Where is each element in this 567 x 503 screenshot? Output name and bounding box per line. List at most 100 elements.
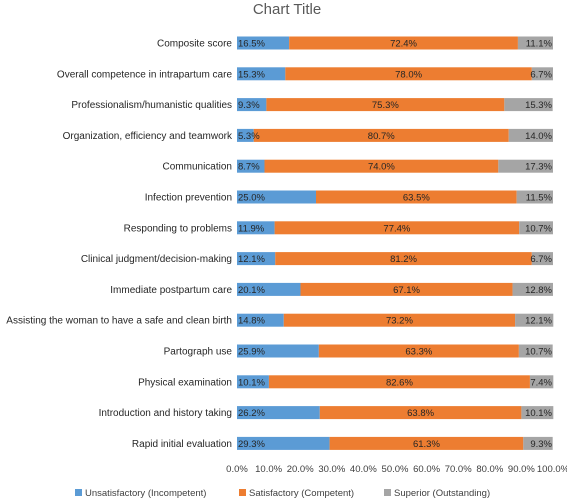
data-label: 10.1% xyxy=(525,408,552,419)
legend-label: Unsatisfactory (Incompetent) xyxy=(85,488,206,499)
data-label: 14.8% xyxy=(238,316,265,327)
data-label: 12.1% xyxy=(525,316,552,327)
bar-segment xyxy=(316,190,517,204)
bar-segment xyxy=(237,36,290,50)
bar-segment xyxy=(289,36,518,50)
category-label: Overall competence in intrapartum care xyxy=(57,69,233,80)
bar-segment xyxy=(237,128,254,142)
x-tick-label: 30.0% xyxy=(318,464,345,475)
data-label: 14.0% xyxy=(525,131,552,142)
bar-segment xyxy=(237,282,301,296)
data-label: 25.0% xyxy=(238,193,265,204)
bar-segment xyxy=(237,159,265,173)
data-label: 29.3% xyxy=(238,439,265,450)
legend-swatch xyxy=(239,489,246,496)
data-label: 67.1% xyxy=(393,285,420,296)
data-label: 72.4% xyxy=(390,39,417,50)
x-tick-label: 0.0% xyxy=(226,464,248,475)
x-axis: 0.0% 10.0% 20.0% 30.0% 40.0% 50.0% 60.0% 70.0% 8… xyxy=(226,464,567,475)
bar-segment xyxy=(237,98,267,112)
category-label: Partograph use xyxy=(164,347,233,358)
data-label: 5.3% xyxy=(238,131,260,142)
data-label: 17.3% xyxy=(525,162,552,173)
data-label: 74.0% xyxy=(368,162,395,173)
data-label: 15.3% xyxy=(525,100,552,111)
legend-swatch xyxy=(75,489,82,496)
bar-segment xyxy=(237,252,276,266)
category-label: Assisting the woman to have a safe and c… xyxy=(6,316,232,327)
category-label: Professionalism/humanistic qualities xyxy=(71,100,232,111)
data-label: 77.4% xyxy=(383,223,410,234)
category-label: Communication xyxy=(163,162,232,173)
data-label: 26.2% xyxy=(238,408,265,419)
data-label: 16.5% xyxy=(238,39,265,50)
data-label: 6.7% xyxy=(530,254,552,265)
data-label: 81.2% xyxy=(390,254,417,265)
bar-segment xyxy=(504,98,553,112)
bar-segment xyxy=(516,190,553,204)
category-label: Physical examination xyxy=(138,377,232,388)
bar-segment xyxy=(237,67,286,81)
x-tick-label: 90.0% xyxy=(508,464,535,475)
data-label: 82.6% xyxy=(386,377,413,388)
data-label: 10.1% xyxy=(238,377,265,388)
data-label: 9.3% xyxy=(238,100,260,111)
bar-segment xyxy=(283,313,516,327)
data-label: 63.3% xyxy=(405,347,432,358)
x-tick-label: 20.0% xyxy=(287,464,314,475)
data-label: 73.2% xyxy=(386,316,413,327)
data-label: 8.7% xyxy=(238,162,260,173)
bar-segment xyxy=(521,406,554,420)
bar-segment xyxy=(519,221,553,235)
bar-segment xyxy=(275,252,532,266)
chart-title: Chart Title xyxy=(253,1,321,18)
bar-segment xyxy=(512,282,553,296)
category-label: Organization, efficiency and teamwork xyxy=(63,131,233,142)
category-labels: Composite score Overall competence in int… xyxy=(6,39,233,450)
legend-label: Superior (Outstanding) xyxy=(394,488,490,499)
data-label: 9.3% xyxy=(530,439,552,450)
data-label: 12.8% xyxy=(525,285,552,296)
data-label: 10.7% xyxy=(525,223,552,234)
x-tick-label: 60.0% xyxy=(413,464,440,475)
data-label: 11.9% xyxy=(238,223,265,234)
bar-segment xyxy=(268,375,530,389)
data-label: 61.3% xyxy=(413,439,440,450)
data-label: 15.3% xyxy=(238,69,265,80)
bar-segment xyxy=(515,313,554,327)
legend-swatch xyxy=(384,489,391,496)
bar-segment xyxy=(318,344,519,358)
category-label: Composite score xyxy=(157,39,232,50)
data-label: 25.9% xyxy=(238,347,265,358)
bar-segment xyxy=(529,375,554,389)
data-label: 11.5% xyxy=(526,193,553,204)
data-label: 7.4% xyxy=(530,377,552,388)
data-label: 10.7% xyxy=(525,347,552,358)
bar-segment xyxy=(237,375,269,389)
bar-segment xyxy=(237,436,330,450)
category-label: Clinical judgment/decision-making xyxy=(81,254,232,265)
bar-segment xyxy=(264,159,499,173)
x-tick-label: 40.0% xyxy=(350,464,377,475)
bar-segment xyxy=(300,282,513,296)
data-label: 20.1% xyxy=(238,285,265,296)
bar-segment xyxy=(329,436,524,450)
x-tick-label: 10.0% xyxy=(255,464,282,475)
data-label: 12.1% xyxy=(238,254,265,265)
category-label: Responding to problems xyxy=(124,223,232,234)
bar-segment xyxy=(274,221,520,235)
category-label: Introduction and history taking xyxy=(99,408,232,419)
bar-segment xyxy=(523,436,553,450)
x-tick-label: 70.0% xyxy=(445,464,472,475)
data-label: 11.1% xyxy=(526,39,553,50)
data-label: 63.5% xyxy=(403,193,430,204)
bar-segment xyxy=(285,67,532,81)
bar-segment xyxy=(237,344,319,358)
category-label: Infection prevention xyxy=(145,193,232,204)
legend: Unsatisfactory (Incompetent) Satisfactory… xyxy=(75,488,490,499)
bar-segment xyxy=(517,36,553,50)
bar-segment xyxy=(237,190,316,204)
bar-segment xyxy=(508,128,553,142)
bar-segment xyxy=(253,128,509,142)
